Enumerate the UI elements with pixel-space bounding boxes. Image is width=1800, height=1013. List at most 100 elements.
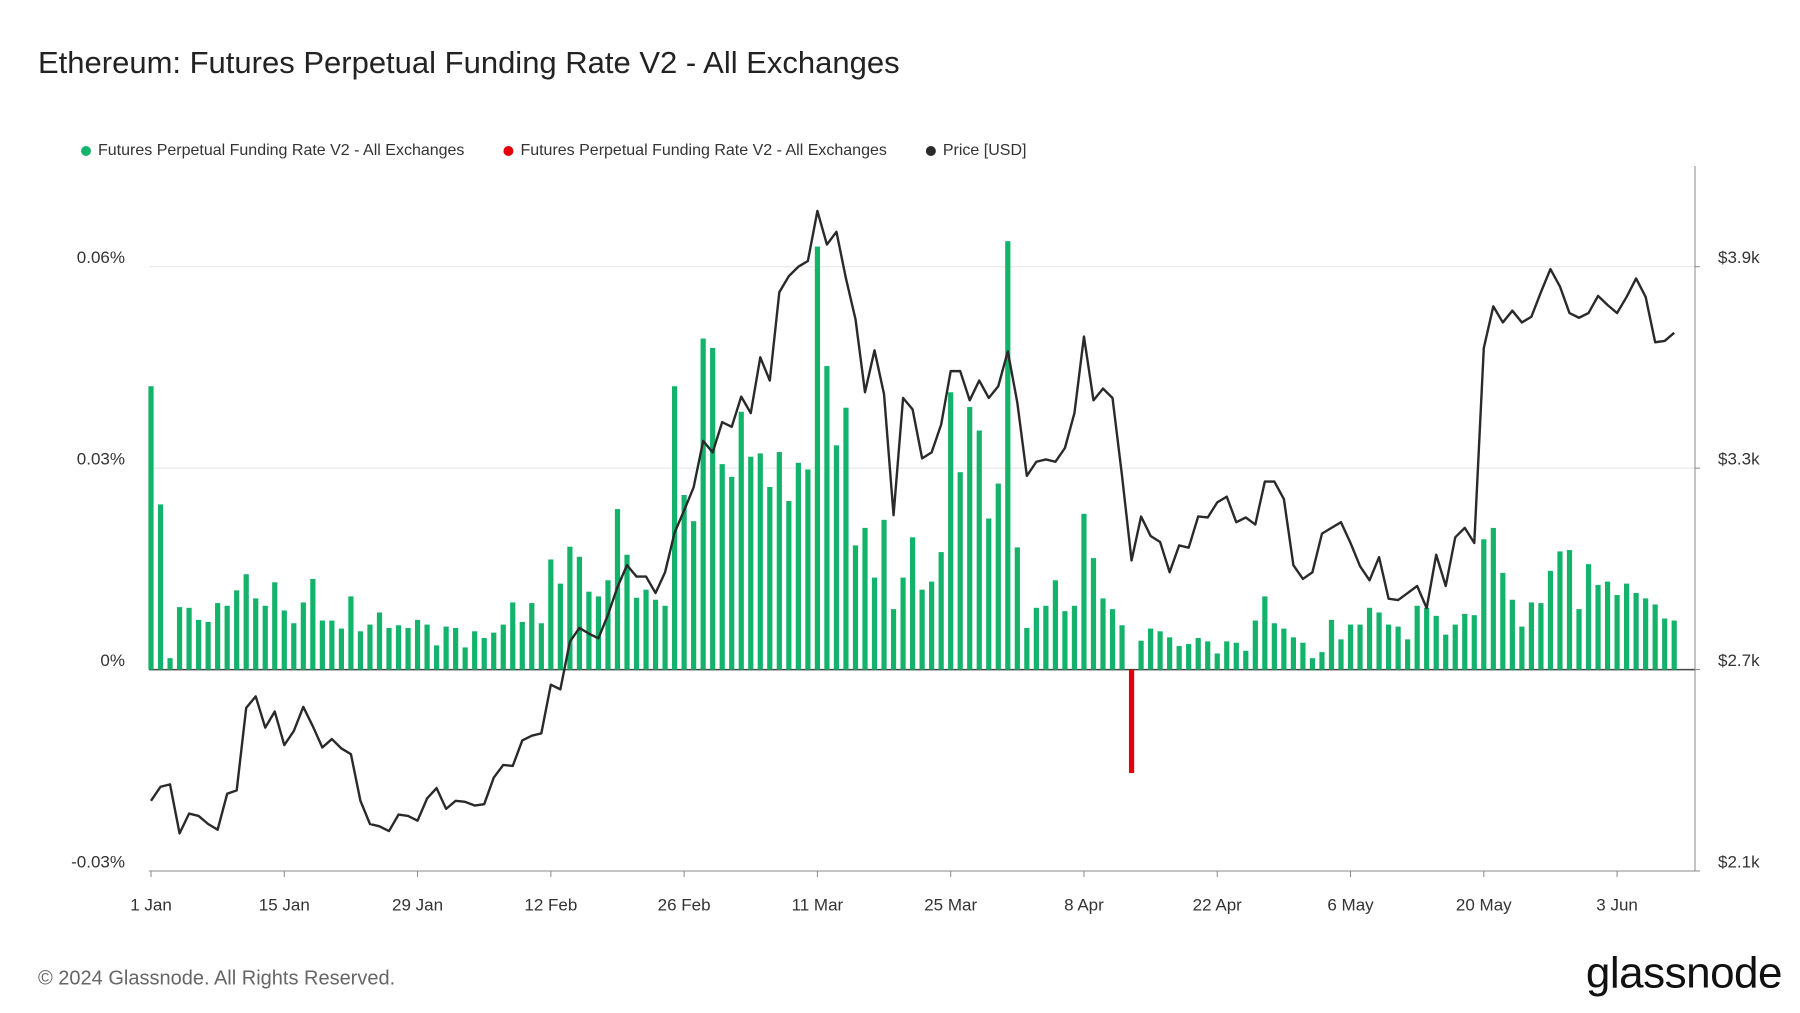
y-tick-label: 0.06% <box>77 248 125 267</box>
bar <box>986 518 992 670</box>
bar <box>234 590 240 670</box>
y-tick-label: -0.03% <box>71 852 125 871</box>
y2-tick-label: $3.9k <box>1718 248 1760 267</box>
bar <box>900 577 906 670</box>
copyright: © 2024 Glassnode. All Rights Reserved. <box>38 967 395 989</box>
x-tick-label: 29 Jan <box>392 895 443 914</box>
x-tick-label: 8 Apr <box>1064 895 1104 914</box>
bar <box>1395 626 1401 670</box>
bar <box>1119 625 1125 670</box>
bar <box>1576 609 1582 670</box>
bar <box>443 626 449 670</box>
bar <box>1309 658 1316 670</box>
bar <box>1138 640 1144 670</box>
bar <box>824 366 830 670</box>
bar <box>567 546 573 670</box>
bar <box>767 486 773 670</box>
bar <box>1509 599 1515 670</box>
bar <box>491 632 497 670</box>
y2-tick-label: $2.1k <box>1718 852 1760 871</box>
bar <box>976 430 982 670</box>
bar <box>1233 642 1239 670</box>
y-tick-label: 0% <box>100 651 125 670</box>
bar <box>1519 626 1525 670</box>
legend-marker <box>503 146 514 156</box>
bar <box>1566 550 1573 670</box>
bar <box>700 338 706 670</box>
x-tick-label: 26 Feb <box>658 895 711 914</box>
bar <box>205 621 211 670</box>
bar <box>424 624 430 670</box>
bar <box>1366 607 1373 670</box>
bar <box>719 464 725 670</box>
bar <box>224 605 230 670</box>
bar <box>1281 628 1287 670</box>
bar <box>1224 641 1230 670</box>
price-line <box>150 209 1675 835</box>
bar <box>1043 605 1049 670</box>
bar <box>472 631 478 670</box>
bar <box>348 596 354 670</box>
bar <box>786 501 792 670</box>
bar <box>1214 653 1220 670</box>
bar <box>157 504 164 670</box>
bar <box>1547 570 1554 670</box>
y-tick-label: 0.03% <box>77 450 125 469</box>
bar <box>1062 611 1068 670</box>
bar <box>1090 558 1097 670</box>
bar <box>1414 605 1420 670</box>
bar <box>434 645 440 670</box>
bar <box>1205 641 1211 670</box>
bar <box>672 386 678 670</box>
bar <box>519 621 525 670</box>
bar <box>338 628 344 670</box>
x-tick-label: 15 Jan <box>259 895 310 914</box>
bar <box>919 589 925 670</box>
bar <box>281 610 287 670</box>
x-tick-label: 6 May <box>1327 895 1374 914</box>
bar <box>405 627 411 670</box>
bar <box>852 545 859 670</box>
bar <box>948 392 954 670</box>
bar <box>1014 547 1020 670</box>
bar <box>1614 595 1620 670</box>
bar <box>1624 583 1630 670</box>
bar <box>1585 564 1592 670</box>
bar <box>148 386 154 670</box>
bar <box>1271 623 1277 670</box>
bar <box>1557 551 1563 670</box>
bar <box>843 407 849 670</box>
bar <box>710 347 716 670</box>
bar <box>1528 602 1534 670</box>
bar <box>329 620 335 670</box>
bar <box>557 583 563 670</box>
bar <box>1443 634 1449 670</box>
x-tick-label: 22 Apr <box>1193 895 1242 914</box>
bar <box>1671 620 1677 670</box>
bar <box>1148 628 1154 670</box>
bar <box>1005 241 1011 670</box>
bar <box>395 625 402 670</box>
bar <box>890 609 897 670</box>
bar <box>538 623 544 670</box>
legend-marker <box>925 146 936 156</box>
bar <box>500 624 506 670</box>
bar <box>414 619 421 670</box>
bar <box>795 462 801 670</box>
bar <box>1490 527 1496 670</box>
bar <box>1347 624 1354 670</box>
bar <box>833 445 840 670</box>
x-tick-label: 25 Mar <box>924 895 977 914</box>
bar <box>643 589 649 670</box>
bar <box>1243 650 1249 670</box>
y2-tick-label: $2.7k <box>1718 651 1760 670</box>
bar <box>681 495 687 670</box>
bar <box>691 521 697 670</box>
bar <box>881 519 887 670</box>
bar <box>576 556 582 670</box>
bar <box>1290 637 1296 670</box>
bar <box>529 603 535 670</box>
bar <box>300 602 306 670</box>
bar <box>196 619 202 670</box>
